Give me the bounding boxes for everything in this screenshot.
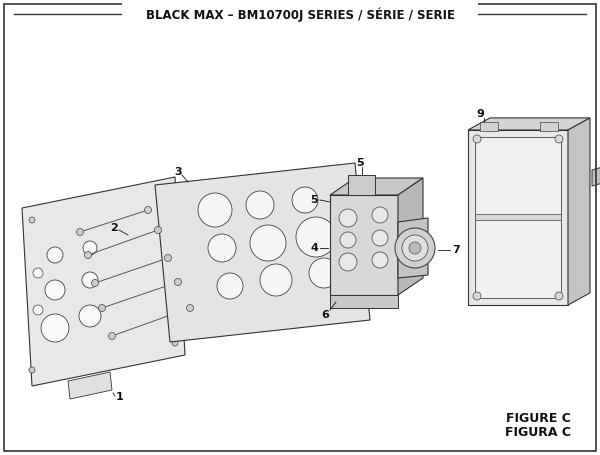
Circle shape — [250, 225, 286, 261]
Text: 6: 6 — [321, 310, 329, 320]
Circle shape — [339, 253, 357, 271]
Circle shape — [187, 304, 193, 312]
Circle shape — [292, 187, 318, 213]
Text: 9: 9 — [476, 109, 484, 119]
Circle shape — [82, 272, 98, 288]
Polygon shape — [398, 218, 428, 278]
Circle shape — [33, 305, 43, 315]
Circle shape — [172, 340, 178, 346]
Polygon shape — [475, 137, 561, 298]
Circle shape — [198, 193, 232, 227]
Circle shape — [45, 280, 65, 300]
Text: 1: 1 — [116, 392, 124, 402]
Circle shape — [145, 207, 151, 213]
Text: BLACK MAX – BM10700J SERIES / SÉRIE / SERIE: BLACK MAX – BM10700J SERIES / SÉRIE / SE… — [146, 8, 455, 22]
Polygon shape — [480, 122, 498, 131]
Text: 5: 5 — [310, 195, 318, 205]
Text: 5: 5 — [356, 158, 364, 168]
Text: FIGURE C: FIGURE C — [506, 411, 571, 425]
Circle shape — [155, 227, 161, 233]
Text: FIGURA C: FIGURA C — [505, 426, 571, 440]
Polygon shape — [155, 163, 370, 342]
Circle shape — [372, 230, 388, 246]
Circle shape — [409, 242, 421, 254]
Circle shape — [246, 191, 274, 219]
Polygon shape — [348, 175, 375, 195]
Polygon shape — [330, 295, 398, 308]
Polygon shape — [475, 214, 561, 220]
Circle shape — [91, 279, 98, 287]
Circle shape — [33, 268, 43, 278]
Circle shape — [260, 264, 292, 296]
Polygon shape — [592, 166, 600, 186]
Circle shape — [109, 333, 115, 339]
Circle shape — [473, 292, 481, 300]
Circle shape — [83, 241, 97, 255]
Circle shape — [217, 273, 243, 299]
Circle shape — [98, 304, 106, 312]
Text: 3: 3 — [174, 167, 182, 177]
Circle shape — [29, 217, 35, 223]
Circle shape — [164, 254, 172, 262]
Circle shape — [175, 278, 182, 285]
Polygon shape — [540, 122, 558, 131]
Circle shape — [296, 217, 336, 257]
Text: 2: 2 — [110, 223, 118, 233]
Text: 7: 7 — [452, 245, 460, 255]
Circle shape — [339, 209, 357, 227]
Text: 4: 4 — [310, 243, 318, 253]
Circle shape — [473, 135, 481, 143]
Circle shape — [372, 252, 388, 268]
Circle shape — [47, 247, 63, 263]
Circle shape — [372, 207, 388, 223]
Polygon shape — [468, 118, 590, 130]
Circle shape — [79, 305, 101, 327]
Polygon shape — [22, 177, 185, 386]
Polygon shape — [468, 130, 568, 305]
Circle shape — [41, 314, 69, 342]
Polygon shape — [330, 178, 423, 195]
Circle shape — [555, 292, 563, 300]
Circle shape — [309, 258, 339, 288]
Polygon shape — [68, 372, 112, 399]
Circle shape — [165, 190, 171, 196]
Circle shape — [29, 367, 35, 373]
Circle shape — [395, 228, 435, 268]
Polygon shape — [398, 178, 423, 295]
Polygon shape — [568, 118, 590, 305]
Circle shape — [402, 235, 428, 261]
Polygon shape — [330, 195, 398, 295]
Circle shape — [77, 228, 83, 236]
Circle shape — [555, 135, 563, 143]
Circle shape — [340, 232, 356, 248]
Circle shape — [85, 252, 91, 258]
Circle shape — [208, 234, 236, 262]
